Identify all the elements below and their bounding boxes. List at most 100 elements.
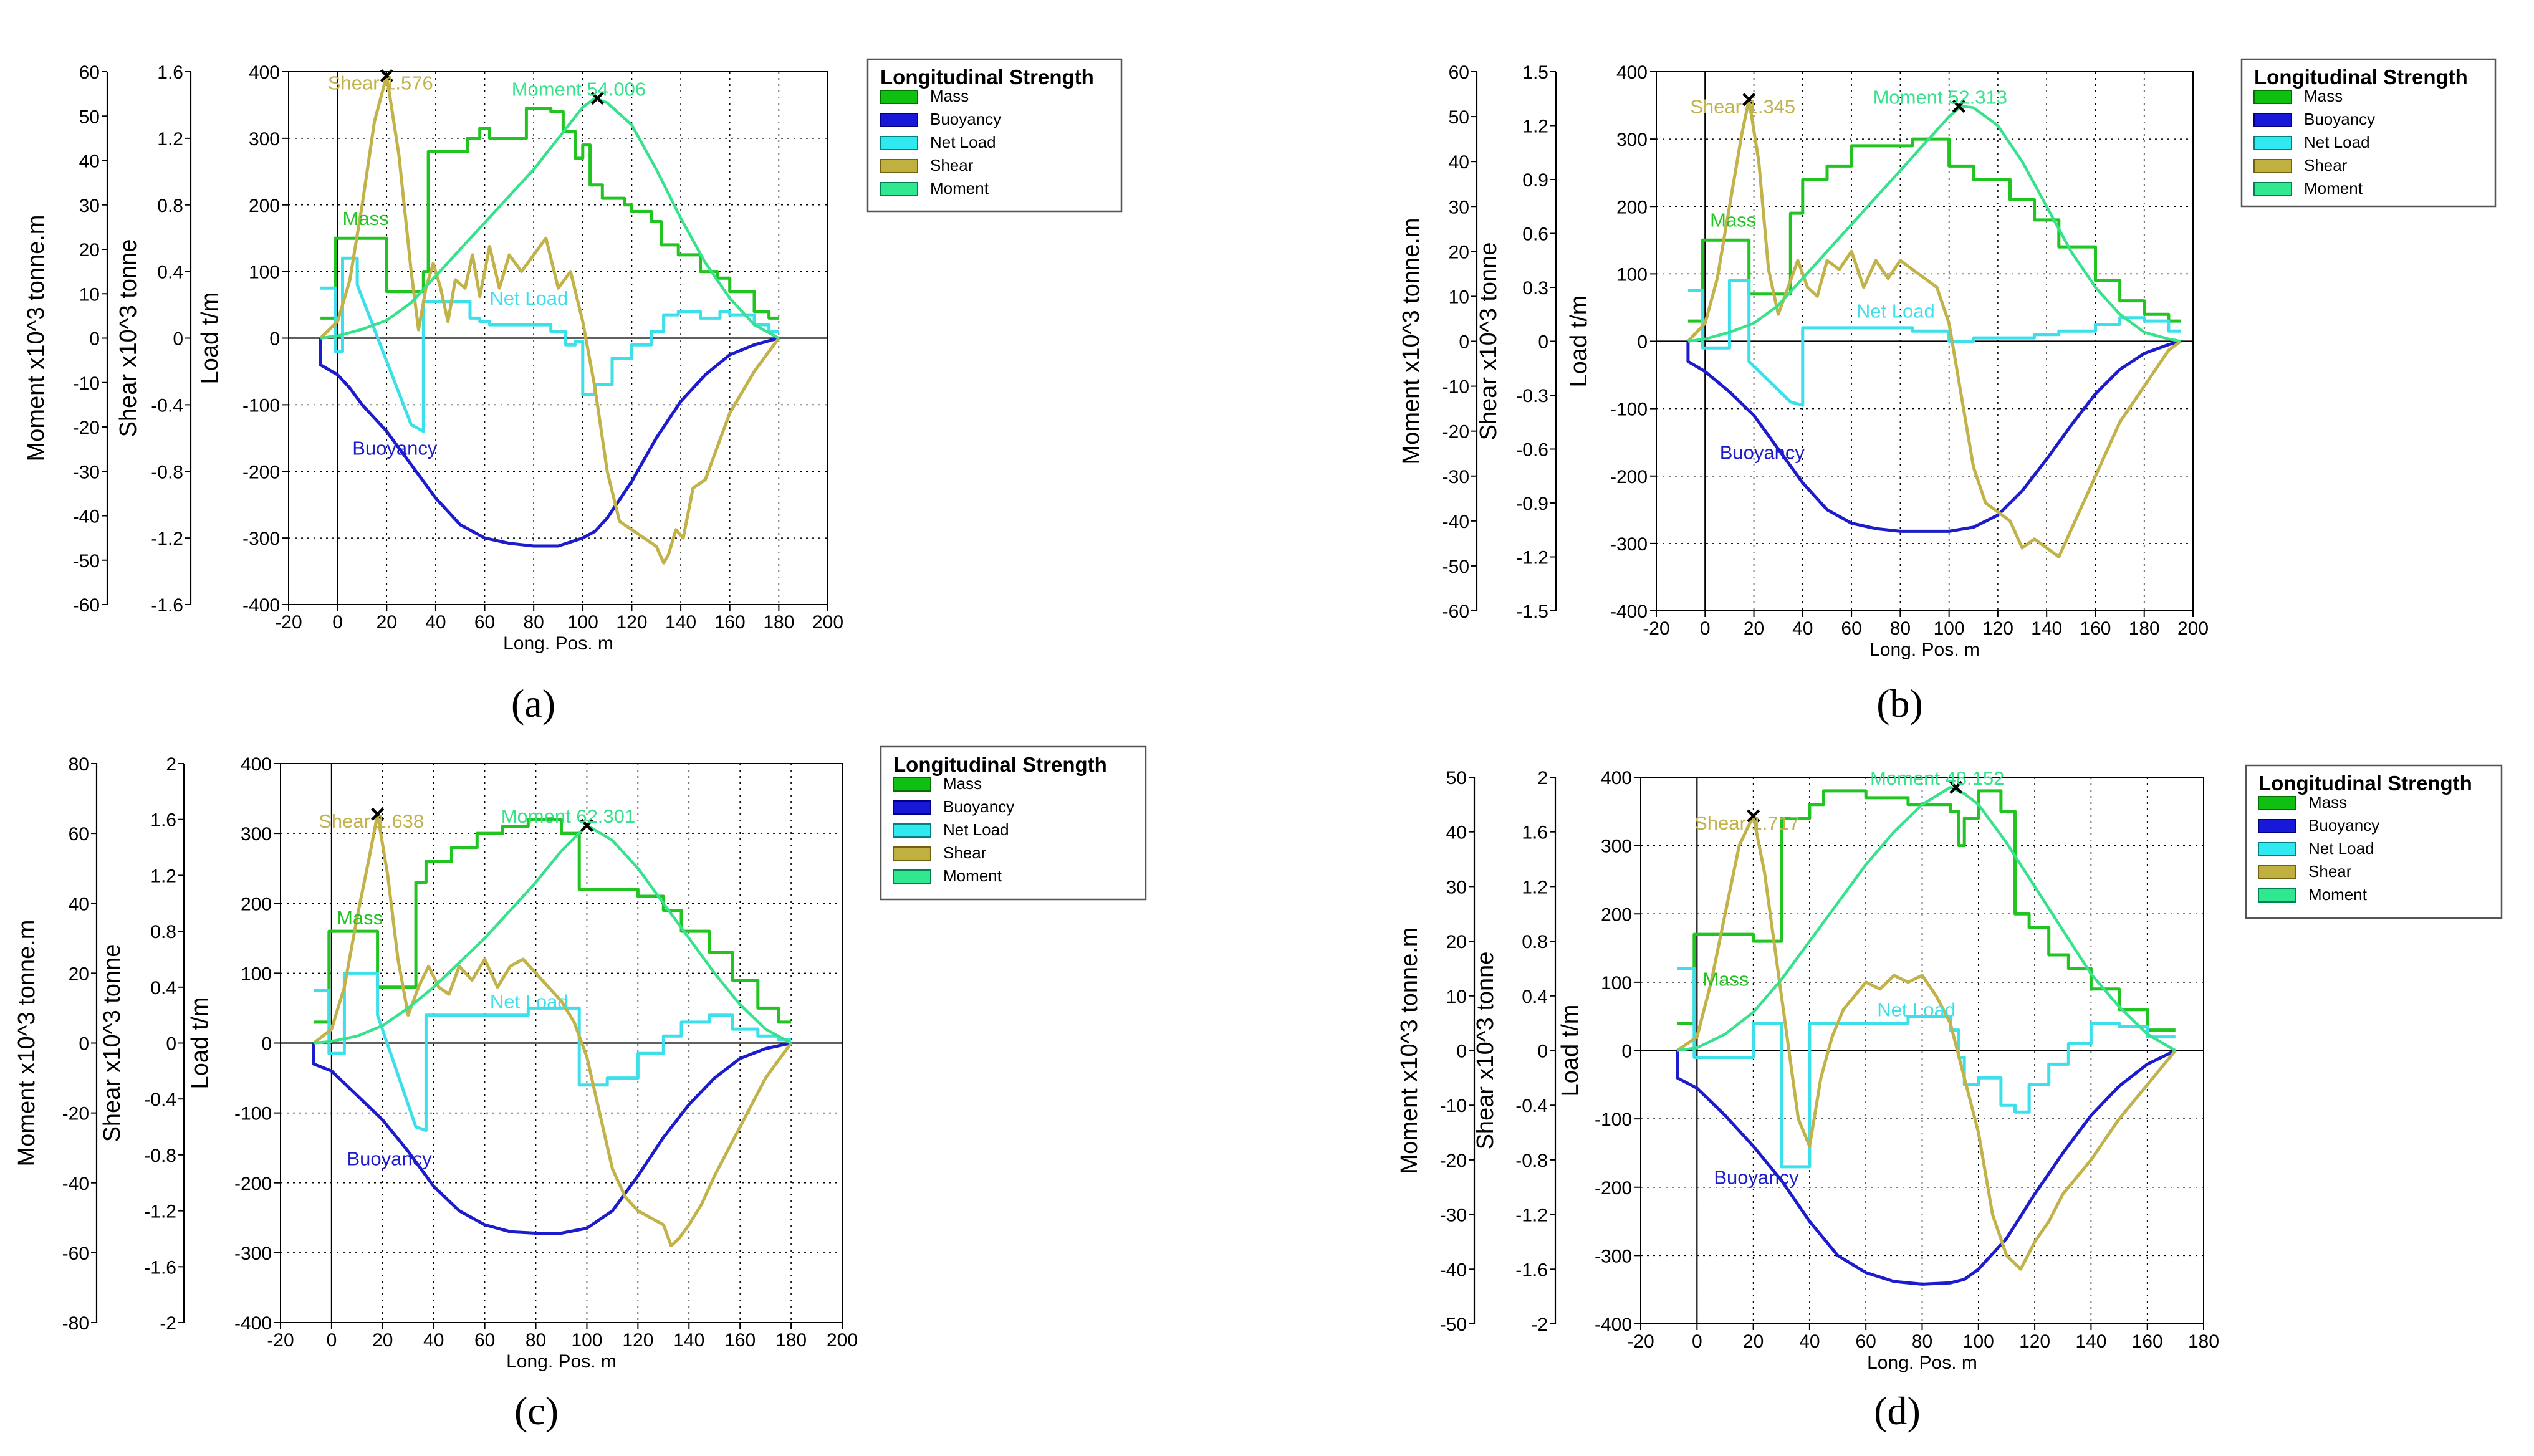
load-tick-label: 0 (1637, 332, 1648, 353)
moment-tick-label: 10 (1449, 287, 1469, 307)
legend-item-label: Net Load (943, 820, 1009, 839)
x-tick-label: 80 (1890, 618, 1911, 639)
moment-tick-label: -60 (1442, 601, 1469, 622)
load-tick-label: -400 (234, 1313, 272, 1334)
moment-tick-label: -30 (1440, 1205, 1467, 1226)
shear-axis-title: Shear x10^3 tonne (1472, 952, 1499, 1150)
legend-swatch (893, 869, 931, 884)
legend-item-label: Buoyancy (2308, 816, 2379, 835)
moment-tick-label: 20 (1449, 242, 1469, 262)
shear-tick-label: 0.8 (150, 922, 176, 942)
moment-tick-label: -30 (1442, 467, 1469, 487)
shear-tick-label: -1.6 (1515, 1260, 1548, 1280)
shear-tick-label: 0.4 (157, 262, 183, 283)
series-buoyancy-line (312, 1042, 792, 1235)
x-tick-label: -20 (1643, 618, 1669, 639)
peak-marker-stroke (590, 92, 605, 105)
load-tick-label: -200 (1610, 467, 1648, 487)
moment-tick-label: 40 (79, 151, 100, 172)
shear-tick-label: -1.5 (1516, 601, 1548, 622)
x-tick-label: 100 (1963, 1331, 1994, 1352)
peak-marker (380, 69, 393, 83)
legend-swatch (2258, 842, 2296, 856)
shear-tick-label: -1.2 (151, 529, 183, 549)
moment-tick-label: -20 (1440, 1151, 1467, 1171)
peak-marker-stroke (1949, 780, 1963, 794)
shear-tick-label: -0.3 (1516, 386, 1548, 406)
x-tick-label: 140 (665, 612, 696, 633)
moment-axis-title: Moment x10^3 tonne.m (1396, 927, 1423, 1174)
load-tick-label: 300 (1601, 836, 1632, 857)
series-mass-line (320, 107, 779, 320)
moment-tick-label: -10 (1442, 377, 1469, 398)
buoyancy-annotation: Buoyancy (352, 438, 438, 459)
shear-tick-label: -0.8 (144, 1146, 176, 1166)
load-tick-label: 400 (1601, 768, 1632, 788)
x-axis-title: Long. Pos. m (506, 1351, 617, 1372)
x-tick-label: -20 (1627, 1331, 1654, 1352)
moment-tick-label: -10 (73, 373, 100, 394)
load-tick-label: 100 (241, 964, 272, 984)
moment-tick-label: -60 (62, 1243, 89, 1264)
moment-tick-label: 20 (79, 240, 100, 261)
shear-tick-label: 0 (173, 329, 183, 350)
x-tick-label: 160 (2132, 1331, 2163, 1352)
x-tick-label: -20 (275, 612, 302, 633)
legend-title: Longitudinal Strength (893, 753, 1107, 776)
shear-tick-label: -0.4 (144, 1090, 176, 1110)
legend-item-label: Shear (943, 843, 987, 862)
legend-swatch (880, 90, 918, 104)
series-buoyancy-line (319, 337, 780, 548)
x-tick-label: 80 (1912, 1331, 1932, 1352)
peak-marker (1952, 99, 1965, 113)
panel-caption: (b) (1876, 681, 1923, 726)
series-buoyancy-line (1686, 340, 2182, 533)
mass-annotation: Mass (1710, 209, 1756, 231)
peak-marker-stroke (1747, 809, 1760, 823)
moment-tick-label: 0 (79, 1034, 89, 1055)
moment-tick-label: 0 (89, 329, 100, 350)
shear-tick-label: -2 (1531, 1315, 1548, 1335)
peak-marker-stroke (371, 807, 385, 821)
x-tick-label: 100 (1934, 618, 1965, 639)
moment-tick-label: 80 (69, 754, 89, 775)
shear-tick-label: -1.2 (1516, 548, 1548, 568)
shear-tick-label: 1.6 (157, 62, 183, 83)
net-load-annotation: Net Load (489, 287, 568, 309)
buoyancy-annotation: Buoyancy (1714, 1166, 1799, 1188)
load-tick-label: 0 (269, 329, 280, 350)
x-tick-label: 0 (327, 1330, 337, 1351)
moment-tick-label: 10 (1446, 987, 1467, 1007)
x-tick-label: 180 (763, 612, 794, 633)
moment-tick-label: 30 (1446, 877, 1467, 898)
moment-tick-label: -40 (1442, 512, 1469, 532)
x-tick-label: 20 (1743, 1331, 1764, 1352)
legend-swatch (880, 159, 918, 173)
moment-tick-label: 40 (69, 894, 89, 914)
x-tick-label: 60 (474, 612, 495, 633)
legend-item-label: Net Load (930, 133, 996, 151)
moment-axis-title: Moment x10^3 tonne.m (23, 215, 49, 462)
peak-marker (1949, 780, 1963, 794)
shear-tick-label: 0.6 (1522, 224, 1548, 245)
moment-axis-title: Moment x10^3 tonne.m (1398, 218, 1424, 465)
load-axis-title: Load t/m (1566, 295, 1592, 388)
x-tick-label: 140 (673, 1330, 704, 1351)
legend-swatch (893, 777, 931, 792)
moment-tick-label: 50 (1446, 768, 1467, 788)
x-tick-label: 0 (332, 612, 343, 633)
moment-tick-label: -10 (1440, 1096, 1467, 1116)
shear-tick-label: 1.6 (150, 810, 176, 831)
legend-swatch (2253, 182, 2292, 196)
x-axis-title: Long. Pos. m (1867, 1353, 1977, 1373)
series-shear-line (1687, 98, 2182, 558)
panel-caption: (a) (511, 681, 555, 726)
shear-tick-label: 0 (1538, 332, 1548, 353)
shear-tick-label: 0.8 (1522, 932, 1548, 952)
shear-peak-annotation: Shear 1.345 (1690, 96, 1795, 118)
load-tick-label: 0 (1621, 1042, 1632, 1062)
legend-swatch (2258, 819, 2296, 833)
